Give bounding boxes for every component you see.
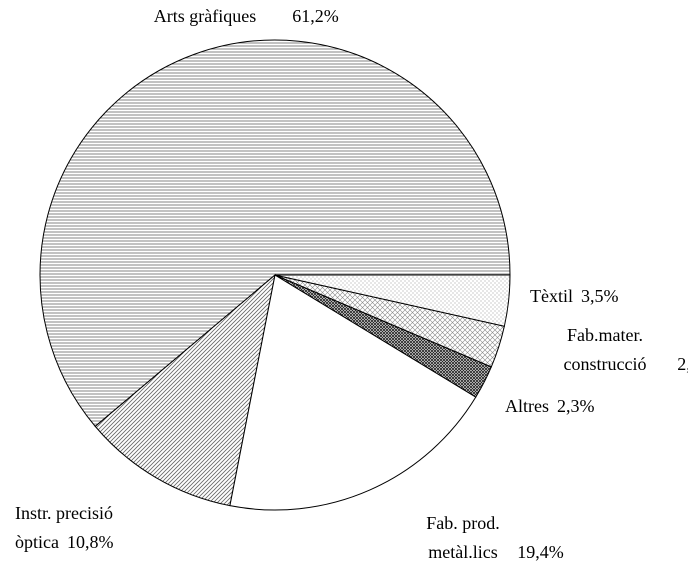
slice-label: Altres 2,3% bbox=[505, 396, 595, 416]
label-text: Fab.mater. bbox=[567, 325, 643, 345]
value-label: 19,4% bbox=[517, 542, 564, 562]
pie-slice bbox=[94, 273, 276, 507]
label-text: Instr. precisió bbox=[15, 503, 113, 523]
pie-slice bbox=[274, 274, 511, 327]
value-label: 3,5% bbox=[581, 286, 619, 306]
slice-label: Tèxtil 3,5% bbox=[530, 286, 619, 306]
label-text: metàl.lics bbox=[428, 542, 497, 562]
value-label: 61,2% bbox=[292, 6, 339, 26]
label-text: Altres bbox=[505, 396, 549, 416]
value-label: 2,9% bbox=[677, 354, 688, 374]
slice-label: Fab.mater. construcció 2,9% bbox=[564, 325, 688, 374]
label-text: Arts gràfiques bbox=[154, 6, 256, 26]
label-text: construcció bbox=[564, 354, 647, 374]
slice-label: Fab. prod. metàl.lics 19,4% bbox=[426, 513, 563, 562]
label-text: Tèxtil bbox=[530, 286, 573, 306]
label-text: òptica bbox=[15, 532, 59, 552]
value-label: 2,3% bbox=[557, 396, 595, 416]
label-text: Fab. prod. bbox=[426, 513, 500, 533]
pie-slice bbox=[39, 39, 511, 428]
value-label: 10,8% bbox=[67, 532, 114, 552]
slice-label: Instr. precisió òptica 10,8% bbox=[15, 503, 113, 552]
pie-slice bbox=[229, 274, 477, 511]
slice-label: Arts gràfiques 61,2% bbox=[154, 6, 339, 26]
